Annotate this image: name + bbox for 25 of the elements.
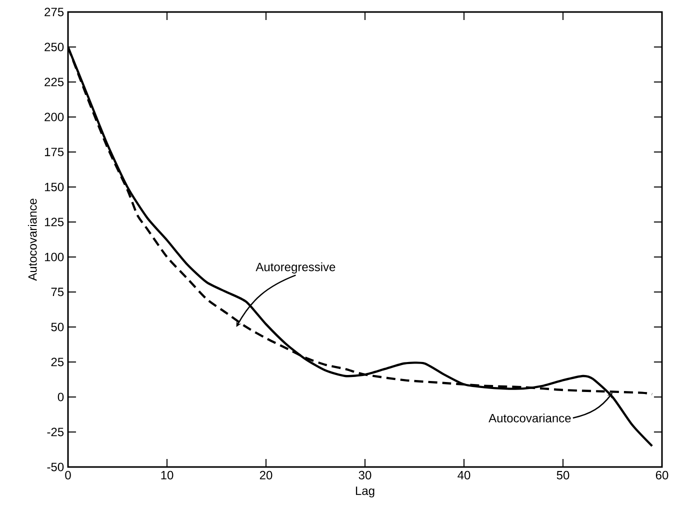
y-tick-label: 125 [44,218,64,226]
y-tick-label: 50 [51,322,64,332]
y-tick-label: 0 [58,392,64,402]
y-tick-label: 200 [44,112,64,122]
x-tick-label: 10 [161,470,174,480]
x-tick-label: 50 [556,470,570,480]
y-tick-label: 275 [44,8,64,16]
y-tick-label: -50 [47,462,64,472]
y-tick-label: 150 [44,182,64,192]
x-tick-label: 40 [458,470,470,480]
annotation: Autocovariance [488,414,571,422]
y-tick-label: 225 [44,78,64,86]
y-axis-title: Autocovariance [28,198,37,281]
x-tick-label: 60 [656,470,668,480]
x-axis-title: Lag [356,486,374,498]
y-tick-label: 250 [44,42,64,52]
x-tick-label: 0 [65,470,71,480]
y-tick-label: 25 [51,358,64,366]
x-tick-label: 20 [260,470,272,480]
y-tick-label: 100 [44,252,64,262]
y-tick-label: 75 [51,288,64,296]
x-tick-label: 30 [358,470,372,480]
y-tick-label: 175 [44,148,64,156]
y-tick-label: -25 [47,428,64,436]
annotation: Autoregressive [256,262,336,274]
